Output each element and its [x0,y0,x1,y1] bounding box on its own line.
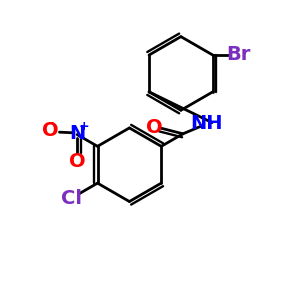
Text: Br: Br [226,45,250,64]
Text: +: + [78,120,89,133]
Text: N: N [69,124,85,142]
Text: Cl: Cl [61,189,82,208]
Text: -: - [47,115,53,130]
Text: O: O [69,152,86,171]
Text: NH: NH [190,114,223,133]
Text: O: O [146,118,162,137]
Text: O: O [42,121,58,140]
